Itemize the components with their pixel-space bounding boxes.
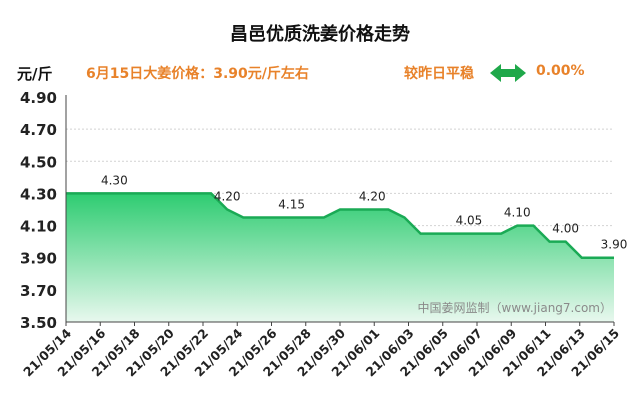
- data-label: 4.05: [456, 214, 483, 228]
- data-label: 4.20: [359, 190, 386, 204]
- compare-label: 较昨日平稳: [404, 66, 474, 82]
- chart-title: 昌邑优质洗姜价格走势: [230, 24, 410, 45]
- y-tick-label: 4.70: [20, 121, 57, 139]
- double-arrow-icon: [490, 64, 526, 82]
- y-tick-label: 4.30: [20, 185, 57, 203]
- price-line: [66, 192, 614, 259]
- watermark: 中国姜网监制（www.jiang7.com）: [418, 300, 612, 315]
- data-label: 3.90: [601, 238, 628, 252]
- y-tick-label: 4.10: [20, 218, 57, 236]
- data-label: 4.00: [552, 222, 579, 236]
- data-label: 4.15: [278, 198, 305, 212]
- y-tick-label: 3.50: [20, 314, 57, 332]
- y-tick-label: 4.90: [20, 89, 57, 107]
- y-tick-label: 3.70: [20, 282, 57, 300]
- y-tick-label: 3.90: [20, 250, 57, 268]
- change-value: 0.00%: [536, 63, 585, 79]
- data-labels: 4.30 4.20 4.15 4.20 4.05 4.10 4.00 3.90: [101, 173, 627, 251]
- data-label: 4.10: [504, 206, 531, 220]
- data-label: 4.20: [214, 190, 241, 204]
- data-label: 4.30: [101, 173, 128, 187]
- price-note: 6月15日大姜价格：3.90元/斤左右: [86, 66, 309, 82]
- area-series: [66, 192, 614, 322]
- unit-label: 元/斤: [17, 65, 53, 83]
- y-tick-label: 4.50: [20, 153, 57, 171]
- price-area: [66, 193, 614, 322]
